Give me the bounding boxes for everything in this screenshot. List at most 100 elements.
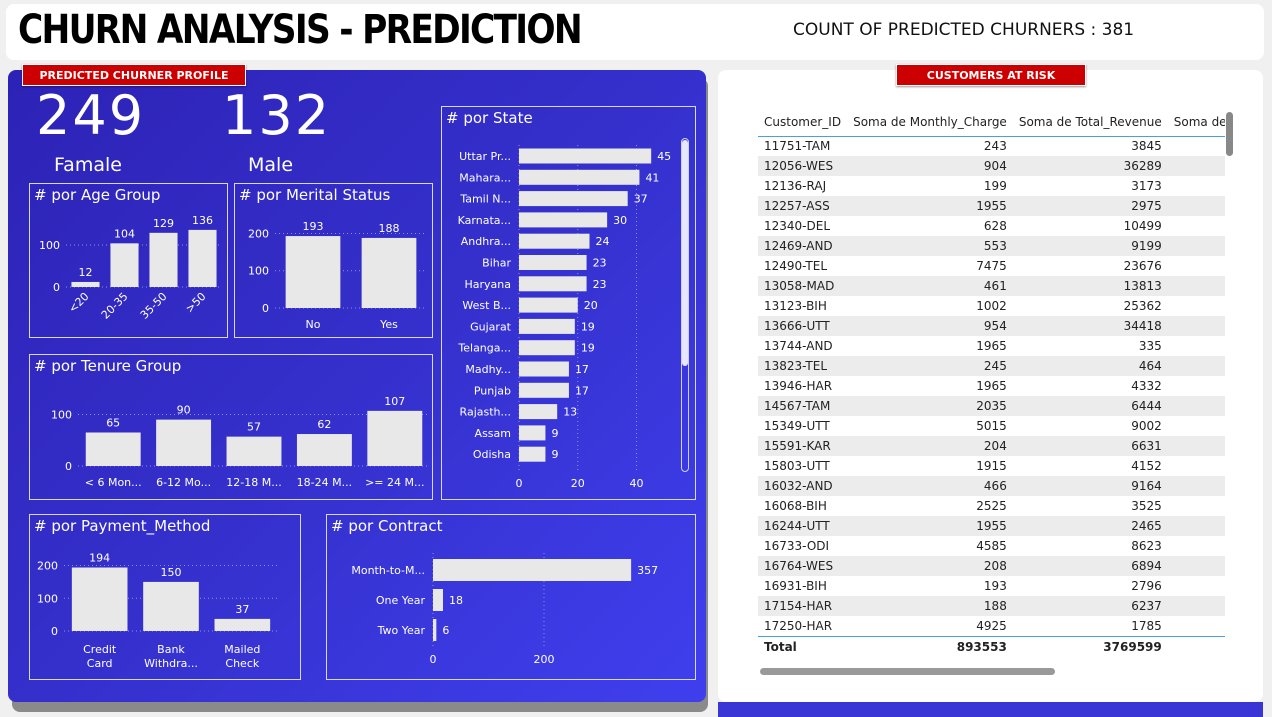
y-tick-label: Month-to-M... <box>351 564 425 577</box>
cell-empty <box>1167 436 1225 456</box>
cell-total-revenue: 2796 <box>1131 579 1162 593</box>
marital-status-title: # por Merital Status <box>239 186 391 204</box>
state-scrollbar-thumb[interactable] <box>682 140 688 366</box>
data-label: 45 <box>657 150 671 163</box>
cell-total-revenue: 2465 <box>1012 516 1168 536</box>
data-label: 41 <box>645 171 659 184</box>
table-row[interactable]: 17154-HAR 188 6237 <box>758 596 1225 616</box>
table-row[interactable]: 12136-RAJ 199 3173 <box>758 176 1225 196</box>
table-row[interactable]: 13123-BIH 1002 25362 <box>758 296 1225 316</box>
bar-andhra <box>519 233 590 249</box>
cell-monthly-charge: 1915 <box>976 459 1007 473</box>
table-row[interactable]: 12056-WES 904 36289 <box>758 156 1225 176</box>
x-tick-label: 20-35 <box>99 290 131 322</box>
cell-monthly-charge: 5015 <box>976 419 1007 433</box>
cell-monthly-charge: 954 <box>847 316 1013 336</box>
marital-status-chart: 0 100 200 193 No 188 Yes <box>248 220 427 331</box>
y-tick-label: Gujarat <box>470 320 512 333</box>
bar-month-to-m <box>433 559 632 581</box>
bar-18-24-m <box>296 434 352 466</box>
cell-empty <box>1168 456 1225 476</box>
table-row[interactable]: 15349-UTT 5015 9002 <box>758 416 1225 436</box>
table-row[interactable]: 16244-UTT 1955 2465 <box>758 516 1225 536</box>
table-row[interactable]: 15803-UTT 1915 4152 <box>758 456 1225 476</box>
table-row[interactable]: 13666-UTT 954 34418 <box>758 316 1225 336</box>
table-row[interactable]: 13946-HAR 1965 4332 <box>758 376 1225 396</box>
cell-monthly-charge: 904 <box>847 156 1013 176</box>
table-row[interactable]: 16764-WES 208 6894 <box>758 556 1225 576</box>
bar-20 <box>71 281 100 287</box>
data-label: 6 <box>442 624 449 637</box>
table-row[interactable]: 12257-ASS 1955 2975 <box>758 196 1225 216</box>
data-label: 24 <box>596 235 610 248</box>
cell-monthly-charge: 204 <box>847 436 1013 456</box>
y-tick-label: 100 <box>51 408 72 421</box>
table-row[interactable]: 12340-DEL 628 10499 <box>758 216 1225 236</box>
cell-empty <box>1167 356 1225 376</box>
y-tick-label: Karnata... <box>458 214 511 227</box>
x-tick-label: >= 24 M... <box>365 476 424 489</box>
col-total-revenue[interactable]: Soma de Total_Revenue <box>1012 108 1168 137</box>
bar-50 <box>188 229 217 287</box>
col-customer-id[interactable]: Customer_ID <box>758 108 848 137</box>
cell-customer-id: 12257-ASS <box>758 196 848 216</box>
x-tick-label: Withdra... <box>144 657 198 670</box>
table-row[interactable]: 16931-BIH 193 2796 <box>758 576 1225 596</box>
customers-table-container[interactable]: Customer_ID Soma de Monthly_Charge Soma … <box>758 108 1225 670</box>
table-vertical-scrollbar[interactable] <box>1226 112 1233 156</box>
data-label: 30 <box>613 214 627 227</box>
x-tick-label: 20 <box>571 477 585 490</box>
bar-no <box>285 236 341 308</box>
table-row[interactable]: 12490-TEL 7475 23676 <box>758 256 1225 276</box>
table-row[interactable]: 14567-TAM 2035 6444 <box>758 396 1225 416</box>
bar-assam <box>519 425 546 441</box>
table-row[interactable]: 16032-AND 466 9164 <box>758 476 1225 496</box>
table-row[interactable]: 16733-ODI 4585 8623 <box>758 536 1225 556</box>
contract-chart: 0 200 357 Month-to-M... 18 One Year 6 Two Year <box>351 553 658 666</box>
state-card: # por State 0 20 40 45 Uttar Pr... 41 Mahara..… <box>441 106 696 500</box>
table-row[interactable]: 17250-HAR 4925 1785 <box>758 616 1225 636</box>
cell-customer-id: 13823-TEL <box>758 356 848 376</box>
cell-total-revenue: 25362 <box>1123 299 1162 313</box>
table-row[interactable]: 13744-AND 1965 335 <box>758 336 1225 356</box>
age-group-title: # por Age Group <box>34 186 161 204</box>
x-tick-label: Yes <box>379 318 398 331</box>
contract-card: # por Contract 0 200 357 Month-to-M... 18 One… <box>326 514 696 680</box>
y-tick-label: Punjab <box>474 384 511 397</box>
y-tick-label: Telanga... <box>457 342 511 355</box>
cell-total-revenue: 4152 <box>1131 459 1162 473</box>
cell-monthly-charge: 245 <box>847 356 1013 376</box>
cell-customer-id: 14567-TAM <box>758 396 848 416</box>
cell-monthly-charge: 2525 <box>976 499 1007 513</box>
state-scrollbar-track[interactable] <box>681 138 689 472</box>
cell-empty <box>1167 516 1225 536</box>
customers-at-risk-banner: CUSTOMERS AT RISK <box>896 64 1086 86</box>
cell-empty <box>1168 136 1225 156</box>
cell-monthly-charge: 1955 <box>847 196 1013 216</box>
table-row[interactable]: 13823-TEL 245 464 <box>758 356 1225 376</box>
table-row[interactable]: 15591-KAR 204 6631 <box>758 436 1225 456</box>
col-monthly-charge[interactable]: Soma de Monthly_Charge <box>847 108 1013 137</box>
cell-customer-id: 13744-AND <box>764 339 833 353</box>
cell-total-revenue: 6444 <box>1012 396 1168 416</box>
bar-6-12-mo <box>156 419 212 466</box>
bar-telanga <box>519 340 575 356</box>
table-row[interactable]: 13058-MAD 461 13813 <box>758 276 1225 296</box>
table-row[interactable]: 16068-BIH 2525 3525 <box>758 496 1225 516</box>
data-label: 62 <box>317 418 331 431</box>
marital-status-card: # por Merital Status 0 100 200 193 No 188 Yes <box>234 183 433 338</box>
table-row[interactable]: 11751-TAM 243 3845 <box>758 136 1225 156</box>
state-chart: 0 20 40 45 Uttar Pr... 41 Mahara... 37 Tamil N..… <box>457 145 671 490</box>
x-tick-label: 12-18 M... <box>226 476 281 489</box>
y-tick-label: 100 <box>37 592 58 605</box>
table-horizontal-scrollbar[interactable] <box>760 668 1055 675</box>
bar-35-50 <box>149 232 178 287</box>
cell-customer-id: 12490-TEL <box>764 259 827 273</box>
cell-monthly-charge: 7475 <box>976 259 1007 273</box>
cell-customer-id: 15349-UTT <box>764 419 830 433</box>
col-total-other[interactable]: Soma de To <box>1167 108 1225 137</box>
table-row[interactable]: 12469-AND 553 9199 <box>758 236 1225 256</box>
cell-customer-id: 16764-WES <box>758 556 848 576</box>
cell-monthly-charge: 199 <box>983 179 1007 193</box>
y-tick-label: 0 <box>262 302 269 315</box>
